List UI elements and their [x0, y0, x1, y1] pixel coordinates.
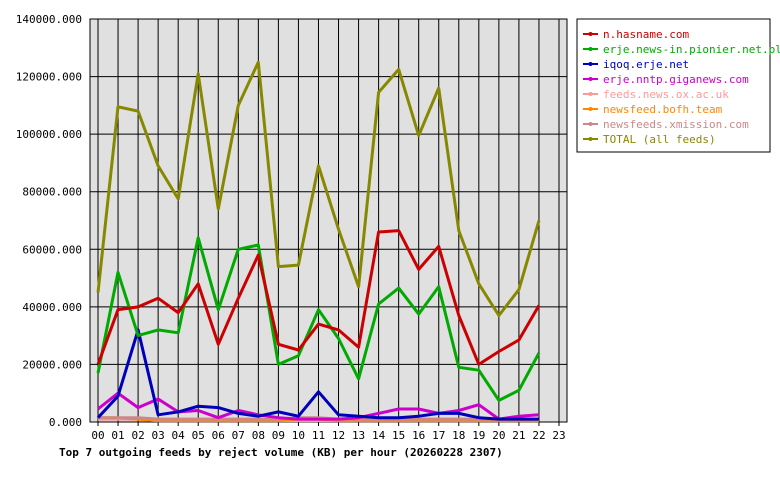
x-tick-label: 19 [472, 429, 485, 442]
y-tick-label: 80000.000 [22, 186, 82, 199]
legend-swatch-dot [588, 77, 593, 81]
legend-label: n.hasname.com [603, 28, 689, 41]
legend-box [576, 18, 771, 153]
y-tick-label: 40000.000 [22, 301, 82, 314]
x-tick-label: 03 [152, 429, 165, 442]
legend-label: erje.nntp.giganews.com [603, 73, 749, 86]
x-tick-label: 21 [512, 429, 525, 442]
y-tick-label: 20000.000 [22, 358, 82, 371]
legend-swatch-dot [588, 107, 593, 111]
legend-swatch-dot [588, 32, 593, 36]
x-tick-label: 14 [372, 429, 386, 442]
x-tick-label: 00 [91, 429, 104, 442]
legend-swatch-dot [588, 47, 593, 51]
x-axis-ticks: 00 01 02 03 04 05 06 07 08 09 10 11 12 13 14 15 16 17 18 19… [91, 429, 565, 442]
legend-label: feeds.news.ox.ac.uk [603, 88, 729, 101]
x-tick-label: 12 [332, 429, 345, 442]
legend-swatch-dot [588, 62, 593, 66]
x-tick-label: 07 [232, 429, 245, 442]
legend-swatch-dot [588, 92, 593, 96]
x-tick-label: 11 [312, 429, 325, 442]
x-tick-label: 15 [392, 429, 405, 442]
y-tick-label: 140000.000 [16, 13, 82, 26]
x-tick-label: 17 [432, 429, 445, 442]
x-tick-label: 09 [272, 429, 285, 442]
x-tick-label: 04 [172, 429, 186, 442]
x-tick-label: 16 [412, 429, 425, 442]
x-tick-label: 18 [452, 429, 465, 442]
legend-label: TOTAL (all feeds) [603, 133, 716, 146]
x-tick-label: 20 [492, 429, 505, 442]
y-tick-label: 0.000 [49, 416, 82, 429]
x-tick-label: 23 [552, 429, 565, 442]
series-line [96, 229, 541, 366]
x-tick-label: 02 [131, 429, 144, 442]
legend: n.hasname.com erje.news-in.pionier.net.pl… [576, 18, 780, 153]
y-tick-label: 120000.000 [16, 71, 82, 84]
chart-title: Top 7 outgoing feeds by reject volume (K… [59, 446, 503, 459]
y-tick-label: 60000.000 [22, 243, 82, 256]
series-line [96, 328, 539, 421]
legend-label: iqoq.erje.net [603, 58, 689, 71]
series-line [96, 236, 541, 402]
legend-swatch-dot [588, 137, 593, 141]
series-line [96, 60, 541, 317]
legend-label: erje.news-in.pionier.net.pl [603, 43, 780, 56]
x-tick-label: 08 [252, 429, 265, 442]
legend-label: newsfeeds.xmission.com [603, 118, 749, 131]
legend-swatch-dot [588, 122, 593, 126]
x-tick-label: 06 [212, 429, 225, 442]
plot-area [89, 18, 568, 423]
x-tick-label: 13 [352, 429, 365, 442]
y-tick-label: 100000.000 [16, 128, 82, 141]
legend-label: newsfeed.bofh.team [603, 103, 723, 116]
x-tick-label: 10 [292, 429, 305, 442]
x-tick-label: 22 [532, 429, 545, 442]
y-axis-ticks: 0.000 20000.000 40000.000 60000.000 80000.00… [16, 13, 82, 429]
x-tick-label: 01 [111, 429, 124, 442]
series-lines [96, 60, 541, 423]
series-line [97, 391, 540, 421]
x-tick-label: 05 [192, 429, 205, 442]
